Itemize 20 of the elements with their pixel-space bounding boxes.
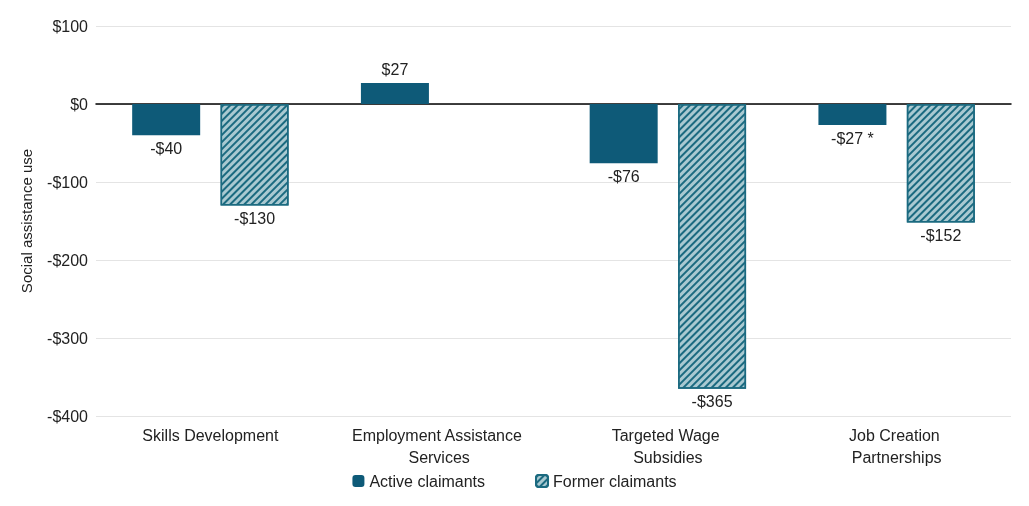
- y-tick-label: $100: [52, 17, 89, 35]
- legend-label: Former claimants: [553, 472, 677, 490]
- y-axis-title: Social assistance use: [18, 148, 35, 294]
- data-label: -$152: [920, 227, 962, 245]
- y-tick-label: -$200: [47, 251, 89, 269]
- x-tick-label: Job Creation Partnerships: [849, 426, 945, 466]
- data-label: -$40: [150, 139, 183, 157]
- x-tick-label: Skills Development: [142, 426, 279, 444]
- y-tick-label: $0: [70, 95, 89, 113]
- legend-label: Active claimants: [369, 472, 486, 490]
- data-label: $27: [381, 61, 409, 79]
- data-label: -$130: [234, 209, 276, 227]
- data-label: -$365: [691, 393, 733, 411]
- y-tick-label: -$100: [47, 173, 89, 191]
- x-tick-label: Employment Assistance Services: [351, 426, 527, 466]
- y-tick-label: -$300: [47, 329, 89, 347]
- data-label: -$27 *: [831, 129, 874, 147]
- data-label: -$76: [607, 167, 640, 185]
- y-tick-label: -$400: [47, 407, 89, 425]
- x-tick-label: Targeted Wage Subsidies: [611, 426, 725, 466]
